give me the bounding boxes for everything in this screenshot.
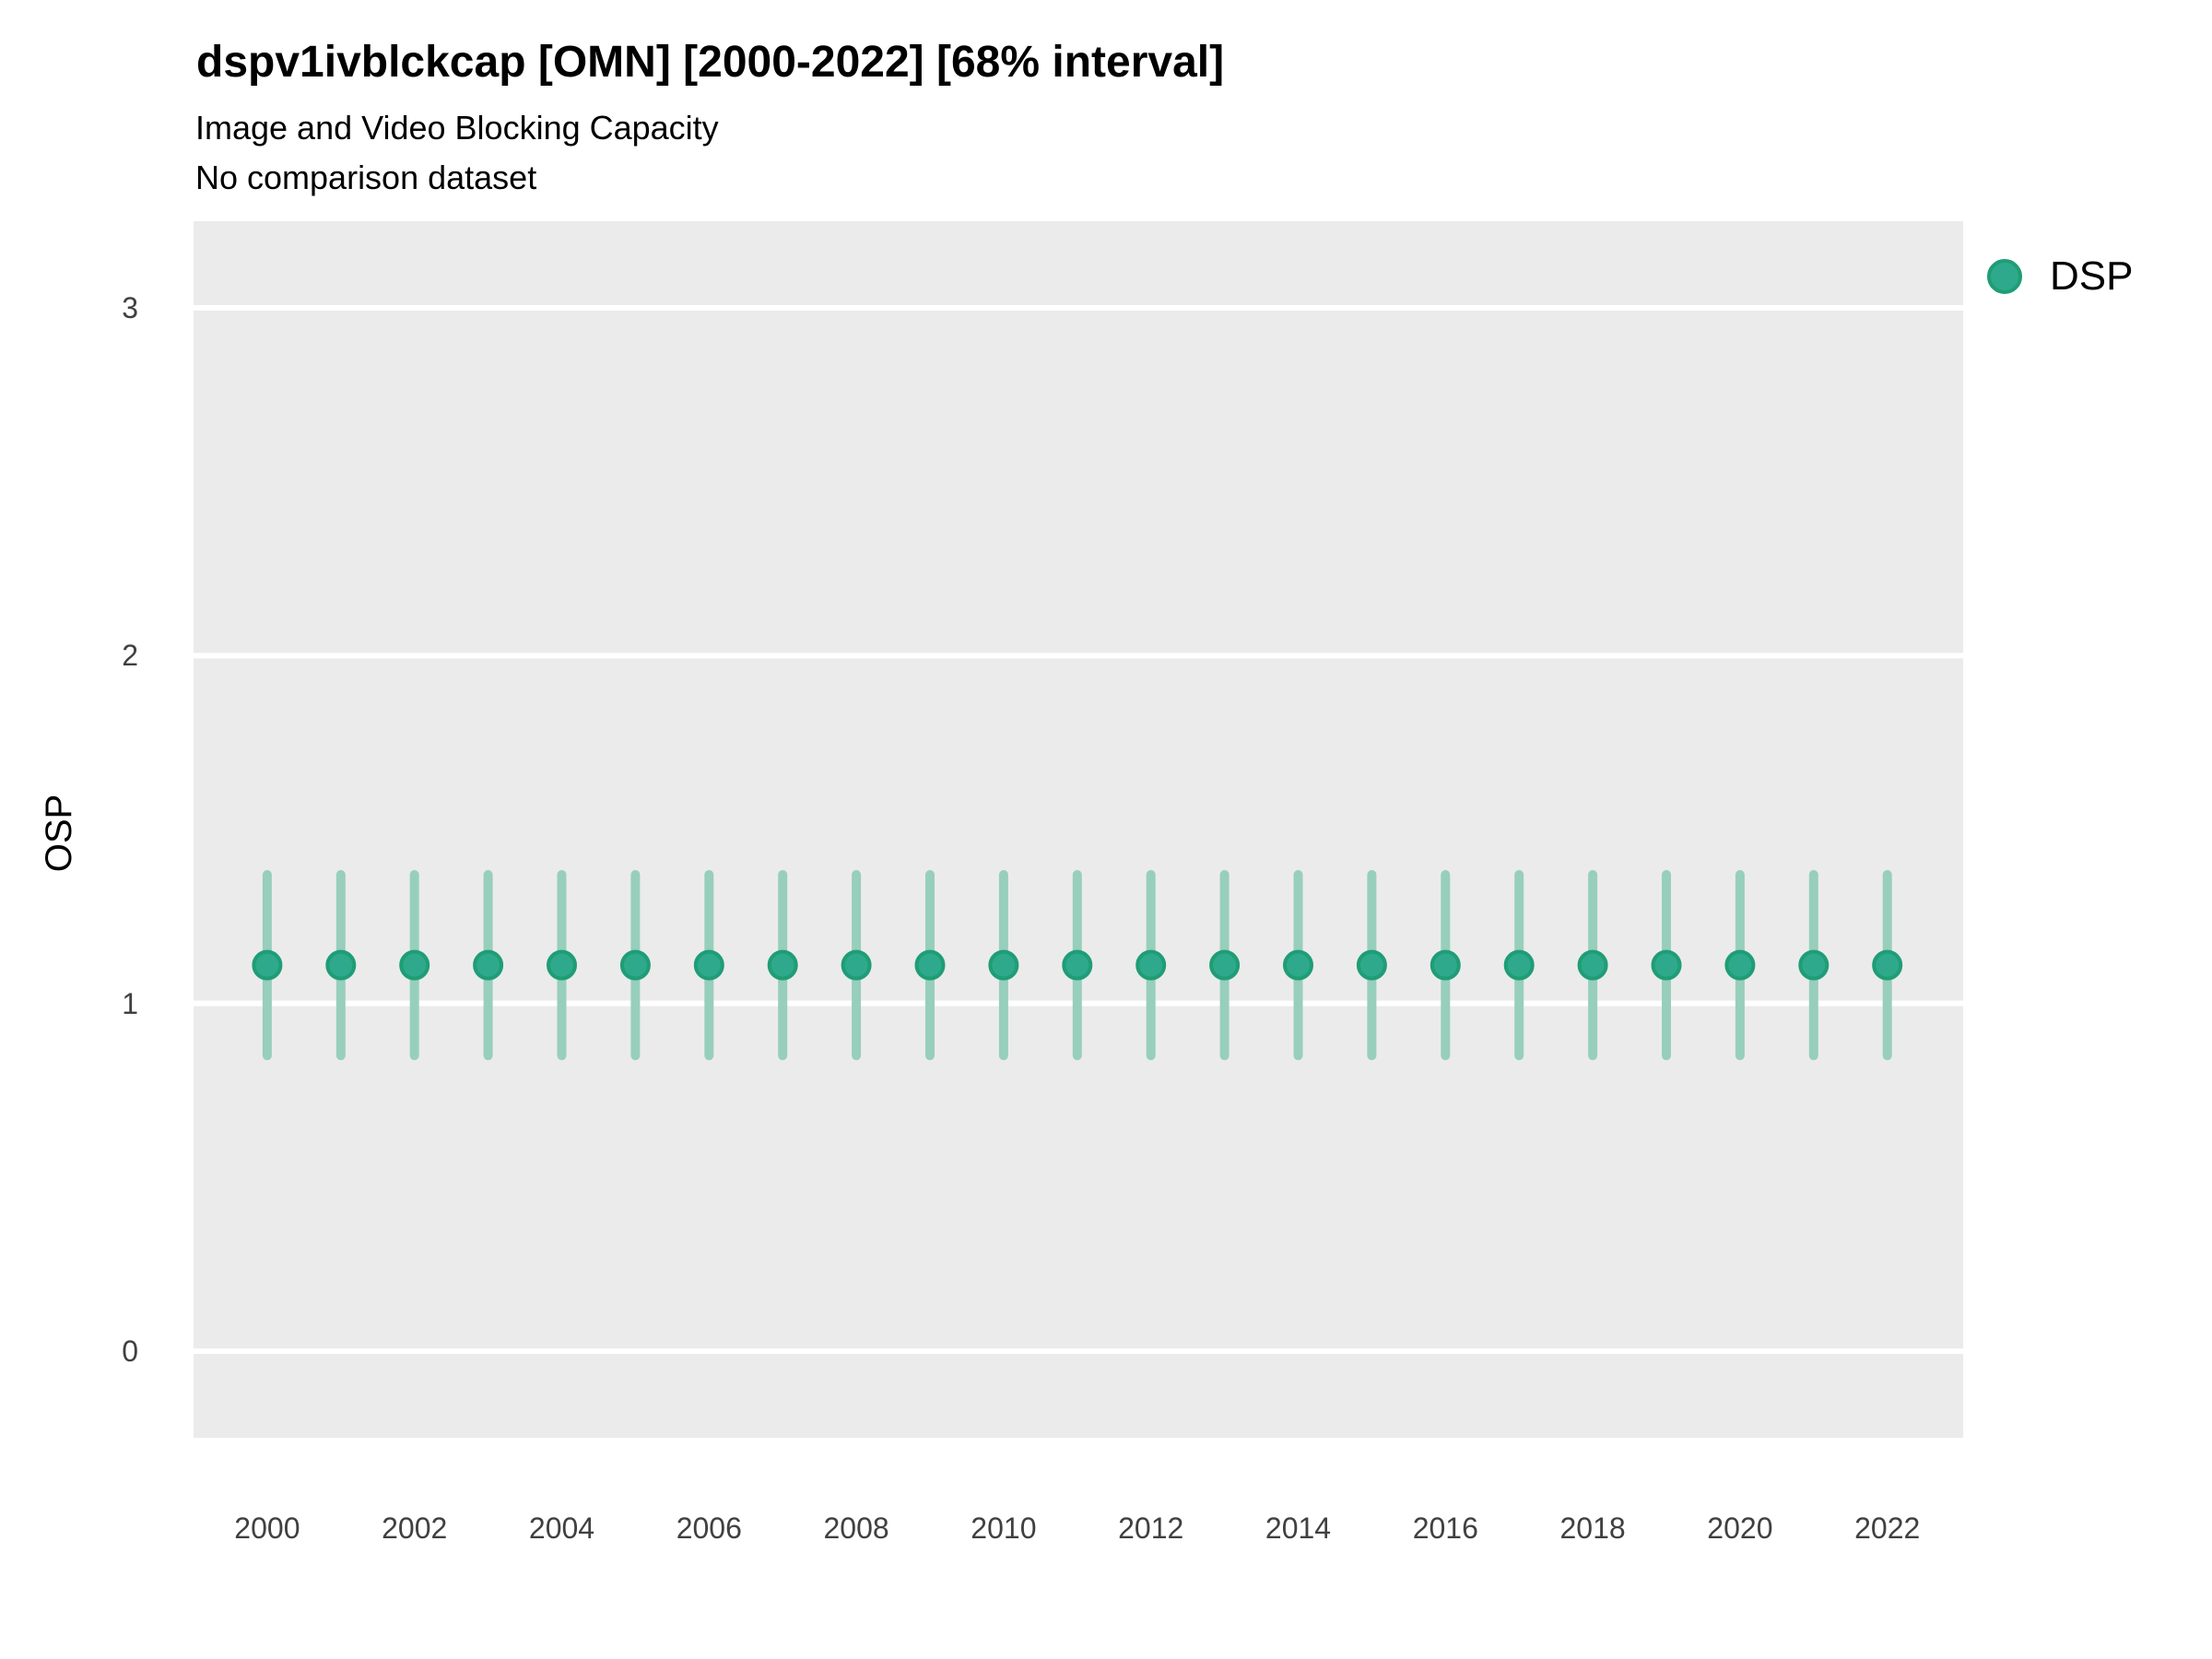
point-2004 (547, 949, 578, 981)
x-tick-label-2006: 2006 (676, 1512, 742, 1545)
pointrange-2019 (1651, 870, 1682, 1061)
y-tick-label-2: 2 (122, 639, 138, 673)
x-tick-label-2018: 2018 (1559, 1512, 1626, 1545)
point-2010 (988, 949, 1019, 981)
y-tick-label-0: 0 (122, 1335, 138, 1369)
pointrange-2006 (693, 870, 724, 1061)
pointrange-2011 (1062, 870, 1093, 1061)
point-2009 (914, 949, 946, 981)
point-2015 (1356, 949, 1387, 981)
chart-title: dspv1ivblckcap [OMN] [2000-2022] [68% in… (196, 38, 1225, 87)
legend-label-dsp: DSP (2050, 253, 2134, 299)
pointrange-2005 (619, 870, 651, 1061)
point-2007 (767, 949, 798, 981)
pointrange-2014 (1283, 870, 1314, 1061)
pointrange-2021 (1798, 870, 1830, 1061)
point-2021 (1798, 949, 1830, 981)
chart-note: No comparison dataset (195, 159, 537, 196)
pointrange-2022 (1872, 870, 1903, 1061)
pointrange-2009 (914, 870, 946, 1061)
pointrange-2004 (547, 870, 578, 1061)
pointrange-2018 (1577, 870, 1608, 1061)
point-2002 (399, 949, 430, 981)
pointrange-2013 (1209, 870, 1241, 1061)
x-tick-label-2010: 2010 (971, 1512, 1037, 1545)
x-tick-label-2022: 2022 (1854, 1512, 1921, 1545)
pointrange-2001 (325, 870, 357, 1061)
pointrange-2020 (1724, 870, 1756, 1061)
point-2003 (473, 949, 504, 981)
x-tick-label-2000: 2000 (234, 1512, 300, 1545)
x-tick-label-2004: 2004 (528, 1512, 595, 1545)
point-2001 (325, 949, 357, 981)
point-2005 (619, 949, 651, 981)
x-tick-label-2012: 2012 (1118, 1512, 1184, 1545)
point-2020 (1724, 949, 1756, 981)
point-2000 (252, 949, 283, 981)
point-2006 (693, 949, 724, 981)
legend-point-swatch (1987, 259, 2022, 294)
point-2019 (1651, 949, 1682, 981)
point-2011 (1062, 949, 1093, 981)
x-tick-label-2014: 2014 (1265, 1512, 1332, 1545)
pointrange-2017 (1503, 870, 1535, 1061)
pointrange-2010 (988, 870, 1019, 1061)
y-axis-title: OSP (39, 794, 79, 873)
point-2018 (1577, 949, 1608, 981)
point-2012 (1135, 949, 1167, 981)
x-tick-label-2002: 2002 (382, 1512, 448, 1545)
point-2016 (1430, 949, 1461, 981)
pointrange-2008 (841, 870, 872, 1061)
pointrange-2002 (399, 870, 430, 1061)
y-tick-label-3: 3 (122, 290, 138, 324)
pointrange-2003 (473, 870, 504, 1061)
chart-subtitle: Image and Video Blocking Capacity (195, 109, 719, 147)
pointrange-2007 (767, 870, 798, 1061)
point-2014 (1283, 949, 1314, 981)
point-2008 (841, 949, 872, 981)
x-tick-label-2016: 2016 (1412, 1512, 1478, 1545)
pointrange-2000 (252, 870, 283, 1061)
point-2017 (1503, 949, 1535, 981)
point-2022 (1872, 949, 1903, 981)
point-2013 (1209, 949, 1241, 981)
legend: DSP (1987, 247, 2133, 306)
plot-panel (194, 221, 1963, 1438)
pointrange-2015 (1356, 870, 1387, 1061)
pointrange-2016 (1430, 870, 1461, 1061)
plot-canvas (194, 304, 1963, 1355)
pointrange-2012 (1135, 870, 1167, 1061)
x-tick-label-2008: 2008 (823, 1512, 889, 1545)
x-tick-label-2020: 2020 (1707, 1512, 1773, 1545)
y-tick-label-1: 1 (122, 986, 138, 1020)
